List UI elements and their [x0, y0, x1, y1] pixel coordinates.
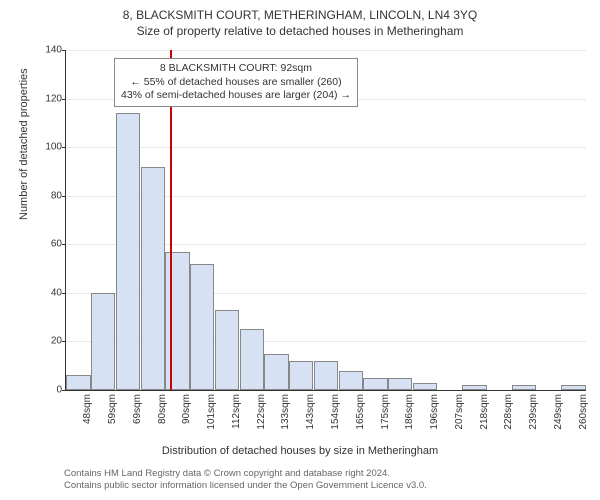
bar: [339, 371, 363, 390]
bar: [363, 378, 387, 390]
ytick-label: 0: [36, 385, 62, 396]
bar: [413, 383, 437, 390]
chart-area: 02040608010012014048sqm59sqm69sqm80sqm90…: [65, 50, 585, 390]
xtick-label: 143sqm: [305, 394, 316, 442]
bar: [561, 385, 585, 390]
xtick-label: 80sqm: [157, 394, 168, 442]
xtick-label: 218sqm: [479, 394, 490, 442]
chart-title-main: 8, BLACKSMITH COURT, METHERINGHAM, LINCO…: [0, 0, 600, 22]
xtick-label: 207sqm: [454, 394, 465, 442]
xtick-label: 90sqm: [181, 394, 192, 442]
xtick-label: 112sqm: [231, 394, 242, 442]
ytick-label: 100: [36, 142, 62, 153]
ytick-label: 40: [36, 287, 62, 298]
xtick-label: 122sqm: [256, 394, 267, 442]
ytick-mark: [62, 390, 66, 391]
xtick-label: 48sqm: [82, 394, 93, 442]
bar: [116, 113, 140, 390]
xtick-label: 260sqm: [578, 394, 589, 442]
ytick-mark: [62, 341, 66, 342]
bar: [141, 167, 165, 390]
bar: [314, 361, 338, 390]
xtick-label: 175sqm: [380, 394, 391, 442]
xtick-label: 101sqm: [206, 394, 217, 442]
bar: [462, 385, 486, 390]
grid-line: [66, 50, 586, 51]
footer-attribution: Contains HM Land Registry data © Crown c…: [64, 468, 427, 492]
footer-line-1: Contains HM Land Registry data © Crown c…: [64, 468, 427, 480]
xtick-label: 133sqm: [280, 394, 291, 442]
annotation-line: 8 BLACKSMITH COURT: 92sqm: [121, 62, 351, 76]
xtick-label: 69sqm: [132, 394, 143, 442]
xtick-label: 186sqm: [404, 394, 415, 442]
bar: [66, 375, 90, 390]
xtick-label: 59sqm: [107, 394, 118, 442]
xtick-label: 249sqm: [553, 394, 564, 442]
xtick-label: 228sqm: [503, 394, 514, 442]
bar: [190, 264, 214, 390]
bar: [91, 293, 115, 390]
bar: [215, 310, 239, 390]
ytick-mark: [62, 293, 66, 294]
xtick-label: 196sqm: [429, 394, 440, 442]
ytick-mark: [62, 99, 66, 100]
xtick-label: 239sqm: [528, 394, 539, 442]
bar: [165, 252, 189, 390]
y-axis-label: Number of detached properties: [18, 68, 30, 220]
bar: [289, 361, 313, 390]
ytick-label: 60: [36, 239, 62, 250]
footer-line-2: Contains public sector information licen…: [64, 480, 427, 492]
annotation-line: ← 55% of detached houses are smaller (26…: [121, 76, 351, 90]
ytick-mark: [62, 244, 66, 245]
x-axis-label: Distribution of detached houses by size …: [0, 445, 600, 457]
bar: [512, 385, 536, 390]
ytick-mark: [62, 196, 66, 197]
ytick-label: 20: [36, 336, 62, 347]
ytick-mark: [62, 147, 66, 148]
annotation-box: 8 BLACKSMITH COURT: 92sqm← 55% of detach…: [114, 58, 358, 107]
bar: [388, 378, 412, 390]
xtick-label: 165sqm: [355, 394, 366, 442]
chart-title-sub: Size of property relative to detached ho…: [0, 22, 600, 38]
plot-region: 02040608010012014048sqm59sqm69sqm80sqm90…: [65, 50, 586, 391]
ytick-label: 80: [36, 190, 62, 201]
bar: [264, 354, 288, 390]
annotation-line: 43% of semi-detached houses are larger (…: [121, 89, 351, 103]
ytick-label: 120: [36, 93, 62, 104]
xtick-label: 154sqm: [330, 394, 341, 442]
ytick-mark: [62, 50, 66, 51]
bar: [240, 329, 264, 390]
ytick-label: 140: [36, 45, 62, 56]
grid-line: [66, 147, 586, 148]
